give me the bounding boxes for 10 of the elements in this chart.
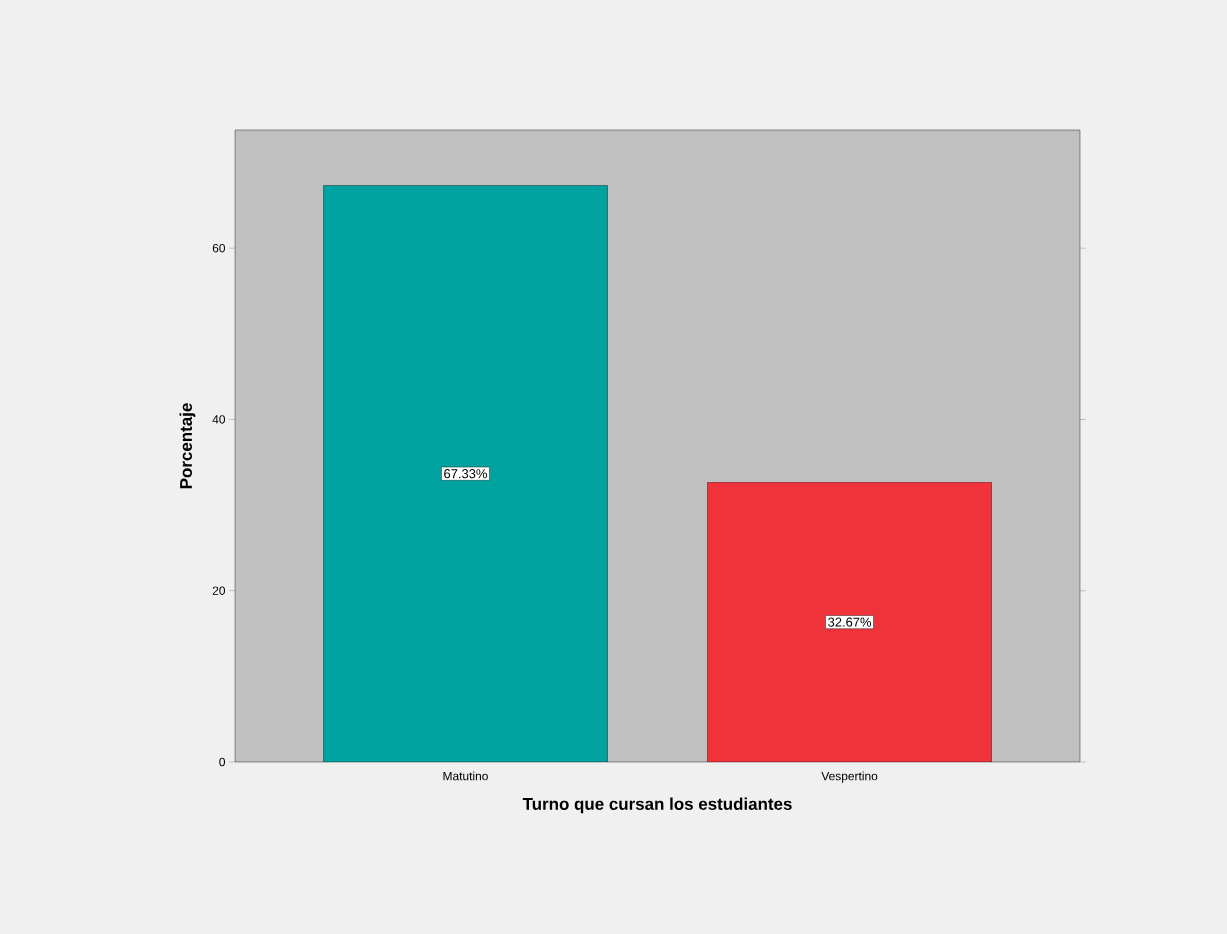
y-tick-label: 60 <box>212 243 226 253</box>
y-tick-label: 0 <box>219 757 226 767</box>
y-tick-label: 20 <box>212 586 226 595</box>
x-axis-title: Turno que cursan los estudiantes <box>522 797 792 814</box>
y-axis-title: Porcentaje <box>179 403 196 489</box>
x-tick-label: Matutino <box>443 771 488 781</box>
y-tick-label: 40 <box>212 415 226 424</box>
x-tick-label: Vespertino <box>821 771 878 783</box>
data-label: 67.33% <box>444 469 487 479</box>
data-label: 32.67% <box>828 617 872 627</box>
